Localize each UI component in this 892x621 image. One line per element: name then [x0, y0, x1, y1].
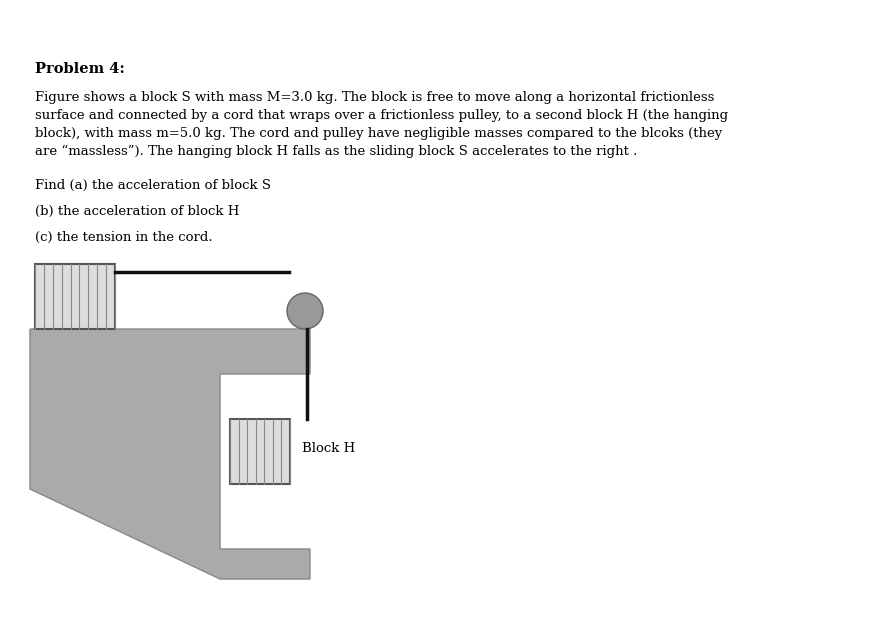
Text: Block S: Block S	[35, 269, 86, 282]
Text: (b) the acceleration of block H: (b) the acceleration of block H	[35, 205, 239, 218]
Text: block), with mass m=5.0 kg. The cord and pulley have negligible masses compared : block), with mass m=5.0 kg. The cord and…	[35, 127, 723, 140]
Text: are “massless”). The hanging block H falls as the sliding block S accelerates to: are “massless”). The hanging block H fal…	[35, 145, 638, 158]
Bar	[230, 419, 290, 484]
Polygon shape	[30, 329, 310, 579]
Text: Figure shows a block S with mass M=3.0 kg. The block is free to move along a hor: Figure shows a block S with mass M=3.0 k…	[35, 91, 714, 104]
Text: surface and connected by a cord that wraps over a frictionless pulley, to a seco: surface and connected by a cord that wra…	[35, 109, 728, 122]
Text: Problem 4:: Problem 4:	[35, 62, 125, 76]
Circle shape	[287, 293, 323, 329]
Text: (c) the tension in the cord.: (c) the tension in the cord.	[35, 231, 212, 244]
Text: Find (a) the acceleration of block S: Find (a) the acceleration of block S	[35, 179, 271, 192]
Text: Block H: Block H	[302, 442, 355, 455]
Bar	[35, 264, 115, 329]
